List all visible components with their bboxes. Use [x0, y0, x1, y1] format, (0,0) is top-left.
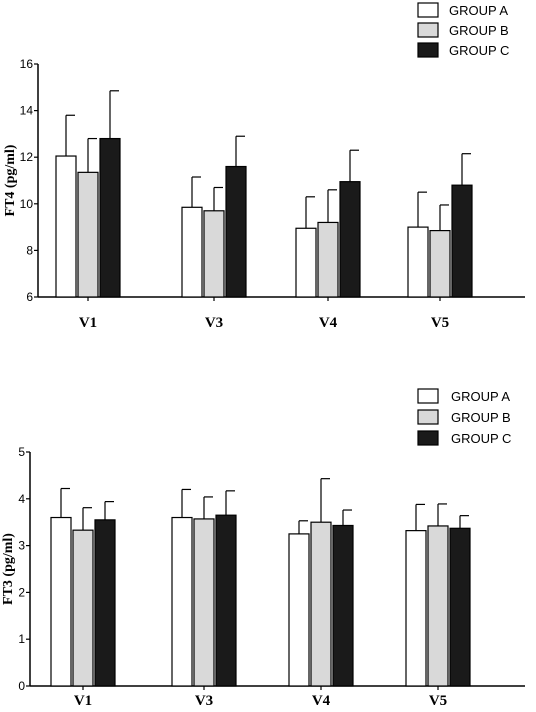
bar-group-b-v5: [429, 229, 451, 298]
bar-group-b-v5: [427, 525, 449, 687]
y-axis-label: FT4 (pg/ml): [3, 144, 18, 216]
category-label: V4: [312, 693, 331, 709]
bar-group-c-v4: [339, 181, 361, 298]
legend-label: GROUP A: [449, 3, 508, 18]
y-tick-label: 14: [20, 104, 34, 118]
y-tick-label: 0: [18, 679, 25, 693]
category-label: V4: [319, 315, 338, 331]
category-label: V5: [429, 693, 447, 709]
category-label: V3: [205, 315, 223, 331]
bar-group-a-v4: [295, 227, 317, 298]
bar-group-a-v4: [288, 533, 310, 687]
y-tick-label: 8: [26, 243, 33, 257]
category-label: V1: [74, 693, 92, 709]
y-axis-label: FT3 (pg/ml): [1, 533, 16, 605]
bar-group-c-v3: [225, 165, 247, 298]
bar-group-a-v1: [55, 155, 77, 298]
bar-group-b-v1: [77, 171, 99, 298]
y-tick-label: 12: [20, 150, 34, 164]
bar-group-c-v1: [94, 519, 116, 687]
y-tick-label: 6: [26, 290, 33, 304]
legend-swatch: [417, 42, 439, 58]
legend-label: GROUP C: [449, 43, 509, 58]
y-tick-label: 10: [20, 197, 34, 211]
bar-group-a-v1: [50, 516, 72, 687]
bar-group-c-v5: [449, 527, 471, 687]
category-label: V5: [431, 315, 449, 331]
bar-group-b-v3: [203, 210, 225, 298]
legend: GROUP A GROUP B GROUP C: [417, 2, 509, 58]
y-tick-label: 2: [18, 585, 25, 599]
bar-group-a-v5: [407, 226, 429, 298]
legend-swatch: [417, 430, 439, 446]
legend-label: GROUP C: [451, 431, 511, 446]
bar-group-c-v1: [99, 137, 121, 298]
bar-group-c-v3: [215, 514, 237, 687]
bar-group-a-v5: [405, 530, 427, 687]
bar-group-a-v3: [171, 516, 193, 687]
bar-group-b-v1: [72, 529, 94, 687]
y-tick-label: 3: [18, 539, 25, 553]
category-label: V1: [79, 315, 97, 331]
bar-group-a-v3: [181, 206, 203, 298]
y-tick-label: 5: [18, 445, 25, 459]
y-tick-label: 16: [20, 57, 34, 71]
legend-swatch: [417, 409, 439, 425]
legend-label: GROUP B: [451, 410, 511, 425]
bar-group-b-v4: [317, 221, 339, 298]
y-tick-label: 1: [18, 632, 25, 646]
bar-group-c-v4: [332, 524, 354, 687]
y-tick-label: 4: [18, 492, 25, 506]
bar-group-c-v5: [451, 184, 473, 298]
category-label: V3: [195, 693, 213, 709]
bar-group-b-v4: [310, 521, 332, 687]
legend-swatch: [417, 22, 439, 38]
legend-swatch: [417, 2, 439, 18]
legend-swatch: [417, 388, 439, 404]
legend-label: GROUP B: [449, 23, 509, 38]
legend: GROUP A GROUP B GROUP C: [417, 388, 511, 446]
legend-label: GROUP A: [451, 389, 510, 404]
bar-group-b-v3: [193, 518, 215, 687]
